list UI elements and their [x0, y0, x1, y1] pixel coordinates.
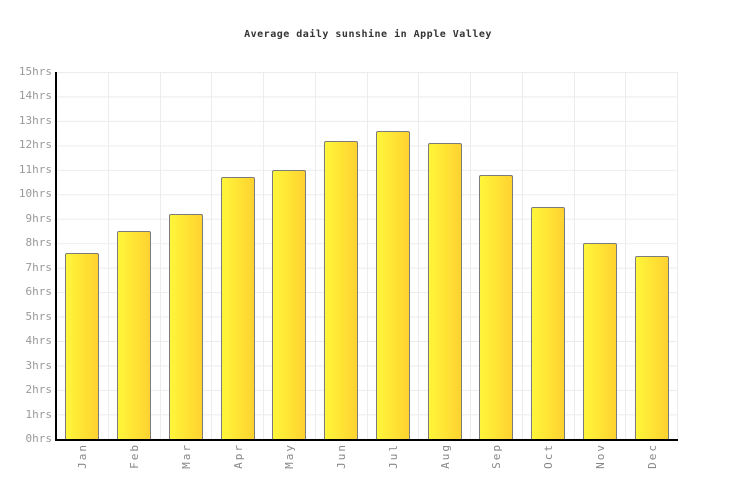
y-tick-label: 3hrs [25, 358, 53, 372]
bar-jul [375, 130, 410, 439]
x-label-cell: Mar [161, 443, 213, 493]
x-tick-label-aug: Aug [438, 443, 452, 469]
x-label-cell: Jun [316, 443, 368, 493]
bar-jun [324, 140, 359, 439]
y-tick-label: 13hrs [18, 113, 52, 127]
x-label-cell: Aug [419, 443, 471, 493]
x-label-cell: Nov [575, 443, 627, 493]
x-tick-label-feb: Feb [128, 443, 142, 469]
column-jul [368, 72, 420, 439]
column-apr [212, 72, 264, 439]
x-tick-label-mar: Mar [179, 443, 193, 469]
bar-sep [479, 174, 514, 439]
x-tick-label-jul: Jul [386, 443, 400, 469]
column-mar [161, 72, 213, 439]
y-tick-label: 14hrs [18, 89, 52, 103]
y-tick-label: 9hrs [25, 211, 53, 225]
x-label-cell: Feb [109, 443, 161, 493]
column-nov [575, 72, 627, 439]
y-tick-label: 8hrs [25, 236, 53, 250]
x-label-cell: Sep [471, 443, 523, 493]
y-tick-label: 11hrs [18, 162, 52, 176]
y-tick-label: 6hrs [25, 285, 53, 299]
x-tick-label-nov: Nov [593, 443, 607, 469]
y-tick-label: 1hrs [25, 407, 53, 421]
y-tick-label: 0hrs [25, 432, 53, 445]
column-sep [471, 72, 523, 439]
plot-area [55, 72, 678, 441]
x-tick-label-apr: Apr [231, 443, 245, 469]
x-tick-label-jan: Jan [76, 443, 90, 469]
x-label-cell: Dec [626, 443, 678, 493]
bar-jan [65, 253, 100, 439]
y-tick-label: 2hrs [25, 383, 53, 397]
y-tick-label: 12hrs [18, 138, 52, 152]
column-dec [626, 72, 678, 439]
x-tick-label-sep: Sep [490, 443, 504, 469]
y-tick-label: 4hrs [25, 334, 53, 348]
gridlines [57, 72, 678, 439]
chart-title: Average daily sunshine in Apple Valley [244, 29, 492, 40]
bar-nov [582, 243, 617, 439]
column-jun [316, 72, 368, 439]
bar-oct [531, 206, 566, 439]
bar-aug [427, 142, 462, 439]
y-tick-label: 15hrs [18, 65, 52, 78]
x-tick-label-jun: Jun [335, 443, 349, 469]
x-label-cell: Jan [57, 443, 109, 493]
y-tick-label: 5hrs [25, 309, 53, 323]
column-may [264, 72, 316, 439]
x-tick-label-oct: Oct [542, 443, 556, 469]
bar-columns [57, 72, 678, 439]
x-label-cell: May [264, 443, 316, 493]
bar-dec [634, 255, 669, 439]
x-axis-month-labels: Jan Feb Mar Apr May Jun Jul Aug Sep Oct Nov Dec [57, 443, 678, 493]
bar-may [272, 169, 307, 439]
x-tick-label-dec: Dec [645, 443, 659, 469]
column-feb [109, 72, 161, 439]
bar-apr [220, 177, 255, 439]
y-tick-label: 7hrs [25, 260, 53, 274]
x-label-cell: Apr [212, 443, 264, 493]
bar-feb [117, 231, 152, 439]
bar-mar [168, 213, 203, 439]
x-tick-label-may: May [283, 443, 297, 469]
x-label-cell: Jul [368, 443, 420, 493]
x-label-cell: Oct [523, 443, 575, 493]
column-aug [419, 72, 471, 439]
column-oct [523, 72, 575, 439]
y-tick-label: 10hrs [18, 187, 52, 201]
column-jan [57, 72, 109, 439]
